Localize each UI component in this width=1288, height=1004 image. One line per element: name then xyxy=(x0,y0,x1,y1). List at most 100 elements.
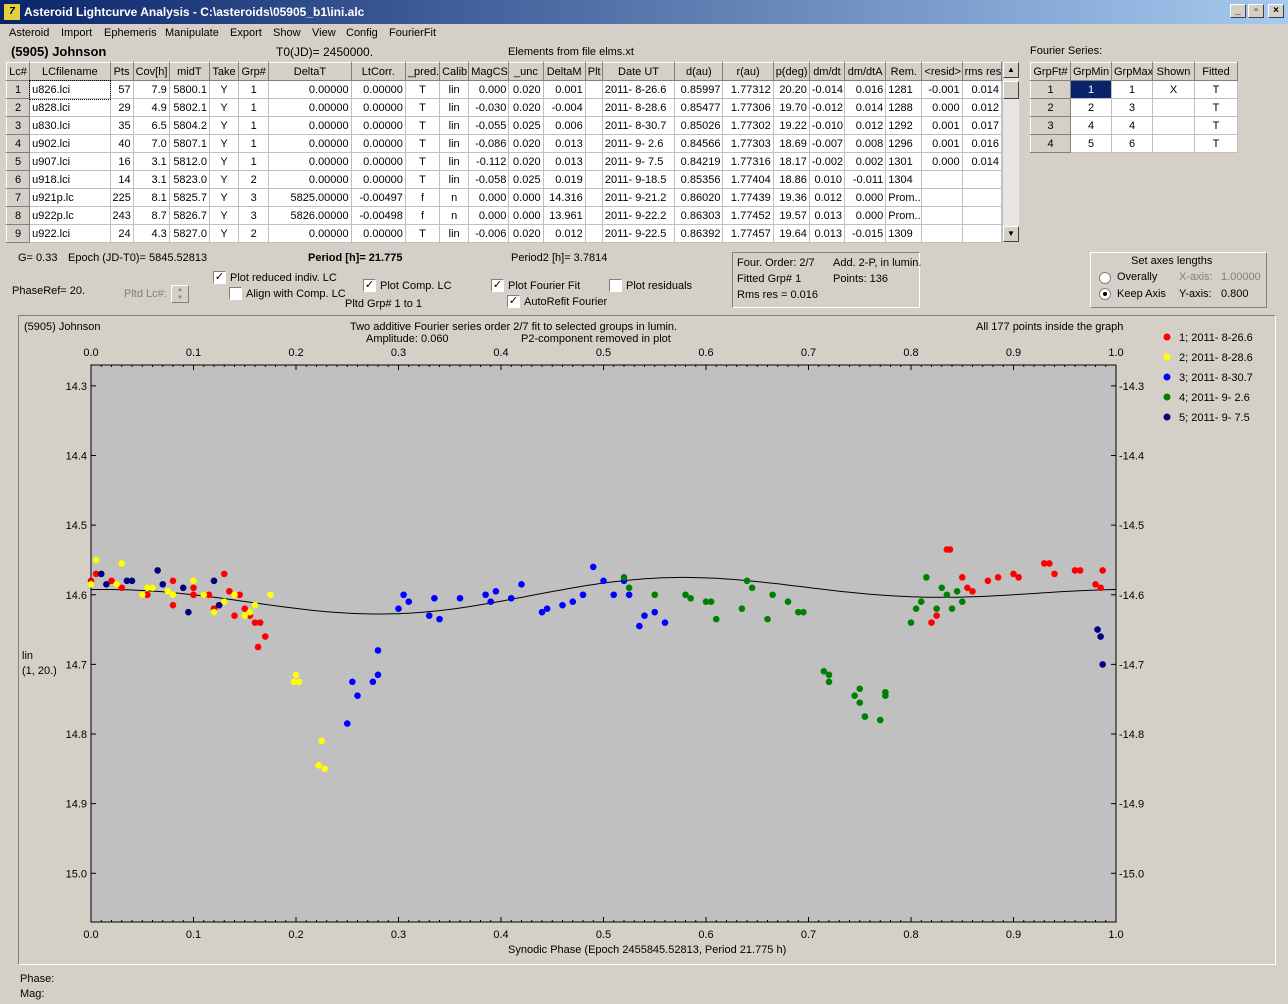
table-cell[interactable]: 5825.7 xyxy=(168,188,210,207)
table-cell[interactable]: 0.020 xyxy=(508,98,544,117)
table-cell[interactable]: u826.lci xyxy=(28,79,112,100)
fs-cell[interactable]: T xyxy=(1194,116,1238,135)
table-cell[interactable]: u922.lci xyxy=(29,224,111,243)
table-cell[interactable]: 0.013 xyxy=(808,224,846,243)
table-cell[interactable]: -0.007 xyxy=(808,134,846,153)
table-cell[interactable]: 1301 xyxy=(885,152,923,171)
table-cell[interactable]: -0.014 xyxy=(808,80,846,99)
column-header[interactable]: rms res xyxy=(961,62,1003,81)
table-cell[interactable]: 0.00000 xyxy=(350,170,406,189)
column-header[interactable]: _pred. xyxy=(404,62,441,81)
column-header[interactable]: DeltaM xyxy=(542,62,586,81)
yaxis-value[interactable]: 0.800 xyxy=(1221,288,1249,300)
table-cell[interactable]: 0.012 xyxy=(542,224,586,243)
table-cell[interactable]: 1281 xyxy=(885,80,923,99)
table-cell[interactable]: T xyxy=(404,224,441,243)
table-cell[interactable] xyxy=(961,224,1003,243)
menu-show[interactable]: Show xyxy=(273,27,301,39)
column-header[interactable]: Date UT xyxy=(601,62,676,81)
table-cell[interactable]: 3.1 xyxy=(132,170,170,189)
column-header[interactable]: dm/dt xyxy=(808,62,846,81)
menu-manipulate[interactable]: Manipulate xyxy=(165,27,219,39)
overally-radio[interactable] xyxy=(1099,272,1111,284)
fs-cell[interactable]: 1 xyxy=(1070,80,1112,99)
table-cell[interactable]: Y xyxy=(208,224,240,243)
column-header[interactable]: Cov[h] xyxy=(132,62,170,81)
scroll-down-arrow-icon[interactable]: ▼ xyxy=(1003,226,1019,242)
restore-button[interactable]: ▫ xyxy=(1248,4,1264,18)
column-header[interactable]: Grp# xyxy=(238,62,270,81)
table-cell[interactable]: 2011- 9-22.2 xyxy=(601,206,676,225)
column-header[interactable]: LCfilename xyxy=(29,62,111,81)
table-cell[interactable]: 0.00000 xyxy=(268,224,352,243)
table-cell[interactable]: 0.86392 xyxy=(674,224,724,243)
table-cell[interactable]: 5826.00000 xyxy=(268,206,352,225)
table-cell[interactable]: 1.77439 xyxy=(722,188,774,207)
menu-view[interactable]: View xyxy=(312,27,336,39)
table-cell[interactable]: 5827.0 xyxy=(168,224,210,243)
table-cell[interactable]: 1.77306 xyxy=(722,98,774,117)
table-cell[interactable]: Y xyxy=(208,170,240,189)
table-cell[interactable]: 24 xyxy=(109,224,134,243)
table-cell[interactable]: 2011- 8-30.7 xyxy=(601,116,676,135)
menu-export[interactable]: Export xyxy=(230,27,262,39)
xaxis-value[interactable]: 1.00000 xyxy=(1221,271,1261,283)
menu-config[interactable]: Config xyxy=(346,27,378,39)
table-cell[interactable]: 0.85026 xyxy=(674,116,724,135)
plot-residuals-checkbox[interactable] xyxy=(609,279,622,292)
table-cell[interactable]: 0.014 xyxy=(844,98,887,117)
table-cell[interactable]: 57 xyxy=(109,80,134,99)
table-cell[interactable]: -0.004 xyxy=(542,98,586,117)
pltd-lc-spinner[interactable]: ▲ ▼ xyxy=(171,285,189,303)
table-cell[interactable]: 0.00000 xyxy=(268,170,352,189)
scroll-up-arrow-icon[interactable]: ▲ xyxy=(1003,62,1019,78)
table-row[interactable]: 8 u922p.lc 243 8.7 5826.7 Y 3 5826.00000 -0.0049… xyxy=(5,206,1003,225)
table-cell[interactable]: 0.020 xyxy=(508,80,544,99)
table-cell[interactable]: 0.013 xyxy=(542,152,586,171)
table-cell[interactable]: 20.20 xyxy=(772,80,810,99)
table-cell[interactable]: 0.000 xyxy=(844,206,887,225)
column-header[interactable]: <resid> xyxy=(921,62,963,81)
table-cell[interactable]: 19.70 xyxy=(772,98,810,117)
plot-comp-checkbox[interactable]: ✓ xyxy=(363,279,376,292)
table-cell[interactable]: Y xyxy=(208,98,240,117)
table-cell[interactable]: 0.010 xyxy=(808,170,846,189)
table-cell[interactable]: Prom... xyxy=(885,206,923,225)
table-cell[interactable]: 0.86303 xyxy=(674,206,724,225)
table-cell[interactable]: 0.012 xyxy=(844,116,887,135)
table-cell[interactable]: 5812.0 xyxy=(168,152,210,171)
table-cell[interactable]: 40 xyxy=(109,134,134,153)
table-scrollbar[interactable]: ▲ ▼ xyxy=(1002,62,1019,242)
table-cell[interactable]: -0.015 xyxy=(844,224,887,243)
table-cell[interactable]: 0.00000 xyxy=(350,80,406,99)
menu-asteroid[interactable]: Asteroid xyxy=(9,27,50,39)
column-header[interactable]: dm/dtA xyxy=(844,62,887,81)
plot-fourier-checkbox[interactable]: ✓ xyxy=(491,279,504,292)
table-cell[interactable]: 2011- 9-21.2 xyxy=(601,188,676,207)
column-header[interactable]: p(deg) xyxy=(772,62,810,81)
table-cell[interactable]: 1309 xyxy=(885,224,923,243)
table-cell[interactable]: 0.001 xyxy=(921,116,963,135)
table-cell[interactable]: 0.020 xyxy=(508,224,544,243)
keep-axis-radio[interactable] xyxy=(1099,288,1111,300)
table-cell[interactable]: -0.058 xyxy=(468,170,510,189)
table-cell[interactable]: 0.00000 xyxy=(350,98,406,117)
column-header[interactable]: d(au) xyxy=(674,62,724,81)
table-cell[interactable]: 0.00000 xyxy=(350,116,406,135)
table-cell[interactable]: 4.9 xyxy=(132,98,170,117)
table-cell[interactable]: 5804.2 xyxy=(168,116,210,135)
table-cell[interactable]: 1.77312 xyxy=(722,80,774,99)
table-cell[interactable]: 0.016 xyxy=(961,134,1003,153)
column-header[interactable]: Calib. xyxy=(439,62,470,81)
minimize-button[interactable]: _ xyxy=(1230,4,1246,18)
table-cell[interactable]: 1.77303 xyxy=(722,134,774,153)
table-cell[interactable]: -0.012 xyxy=(808,98,846,117)
